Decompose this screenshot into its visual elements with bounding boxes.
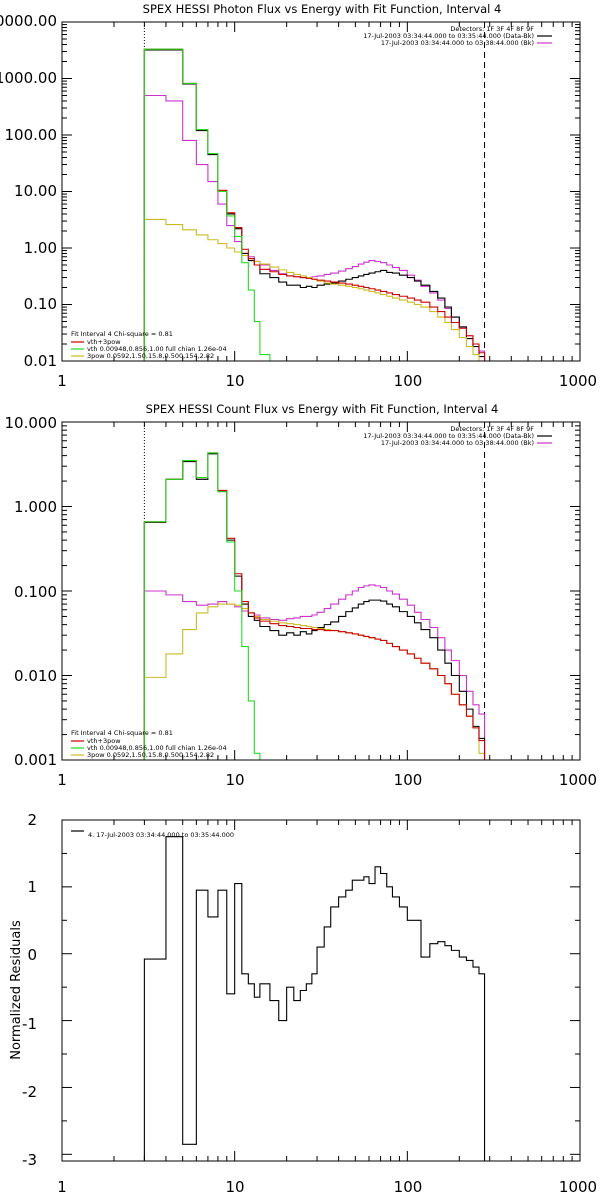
residuals-ytick-label: 0 bbox=[27, 946, 37, 964]
residuals-xtick-label: 1000 bbox=[559, 1178, 597, 1196]
series-residuals bbox=[143, 836, 486, 1161]
count-flux-title: SPEX HESSI Count Flux vs Energy with Fit… bbox=[146, 402, 499, 416]
count-flux-panel: SPEX HESSI Count Flux vs Energy with Fit… bbox=[5, 402, 598, 789]
residuals-ytick-label: 2 bbox=[27, 811, 37, 829]
count-xtick-label: 1000 bbox=[559, 771, 597, 789]
count-legend-label-thermal: vth 0.00948,0.856,1.00 full chian 1.26e-… bbox=[87, 744, 227, 752]
photon-xtick-label: 1 bbox=[57, 372, 67, 390]
count-legend-label-total: vth+3pow bbox=[87, 737, 121, 745]
plot-frame bbox=[61, 819, 581, 1162]
count-fit-text: Fit Interval 4 Chi-square = 0.81 bbox=[71, 729, 173, 737]
photon-data-interval-text: 17-Jul-2003 03:34:44.000 to 03:35:44.000… bbox=[363, 32, 534, 40]
residuals-xtick-label: 100 bbox=[394, 1178, 423, 1196]
photon-legend-label-thermal: vth 0.00948,0.856,1.00 full chian 1.26e-… bbox=[87, 345, 227, 353]
series-thermal-fit bbox=[143, 452, 261, 760]
photon-xtick-label: 1000 bbox=[559, 372, 597, 390]
series-data bbox=[143, 49, 486, 361]
photon-ytick-label: 1.00 bbox=[24, 239, 57, 257]
series-background bbox=[143, 584, 486, 760]
photon-ytick-label: 10.00 bbox=[14, 182, 57, 200]
count-bk-interval-text: 17-Jul-2003 03:34:44.000 to 03:38:44.000… bbox=[381, 439, 534, 447]
residuals-ylabel: Normalized Residuals bbox=[9, 920, 24, 1060]
photon-bk-interval-text: 17-Jul-2003 03:34:44.000 to 03:38:44.000… bbox=[381, 39, 534, 47]
residuals-xtick-label: 10 bbox=[225, 1178, 244, 1196]
photon-legend-label-power: 3pow 0.0592,1.50,15.8,0.500,154,2.82 bbox=[87, 352, 214, 360]
count-ytick-label: 0.100 bbox=[14, 583, 57, 601]
photon-ytick-label: 0.10 bbox=[24, 295, 57, 313]
series-total-fit bbox=[143, 48, 486, 361]
count-ytick-label: 1.000 bbox=[14, 498, 57, 516]
photon-xtick-label: 10 bbox=[225, 372, 244, 390]
plot-frame bbox=[61, 21, 581, 362]
plot-frame bbox=[61, 421, 581, 761]
residuals-plot bbox=[61, 819, 581, 1162]
count-data-interval-text: 17-Jul-2003 03:34:44.000 to 03:35:44.000… bbox=[363, 432, 534, 440]
photon-flux-plot bbox=[61, 21, 581, 362]
residuals-panel: 4. 17-Jul-2003 03:34:44.000 to 03:35:44.… bbox=[9, 811, 597, 1196]
series-power-fit bbox=[143, 218, 480, 361]
photon-ytick-label: 100.00 bbox=[5, 126, 58, 144]
count-legend-label-power: 3pow 0.0592,1.50,15.8,0.500,154,2.82 bbox=[87, 751, 214, 759]
photon-xtick-label: 100 bbox=[394, 372, 423, 390]
count-xtick-label: 100 bbox=[394, 771, 423, 789]
photon-ytick-label: 0.01 bbox=[24, 352, 57, 370]
photon-flux-panel: SPEX HESSI Photon Flux vs Energy with Fi… bbox=[0, 2, 597, 390]
residuals-ytick-label: -3 bbox=[22, 1151, 37, 1169]
residuals-ytick-label: 1 bbox=[27, 878, 37, 896]
count-ytick-label: 0.010 bbox=[14, 667, 57, 685]
residuals-legend-label: 4. 17-Jul-2003 03:34:44.000 to 03:35:44.… bbox=[88, 831, 234, 839]
count-ytick-label: 10.000 bbox=[5, 414, 58, 432]
photon-legend-label-total: vth+3pow bbox=[87, 338, 121, 346]
photon-fit-text: Fit Interval 4 Chi-square = 0.81 bbox=[71, 330, 173, 338]
residuals-xtick-label: 1 bbox=[57, 1178, 67, 1196]
count-detectors-text: Detectors: 1F 3F 4F 8F 9F bbox=[450, 425, 534, 433]
photon-detectors-text: Detectors: 1F 3F 4F 8F 9F bbox=[450, 25, 534, 33]
count-xtick-label: 1 bbox=[57, 771, 67, 789]
residuals-ytick-label: -2 bbox=[22, 1083, 37, 1101]
count-ytick-label: 0.001 bbox=[14, 751, 57, 769]
residuals-ytick-label: -1 bbox=[22, 1015, 37, 1033]
count-flux-plot bbox=[61, 421, 581, 761]
photon-ytick-label: 10000.00 bbox=[0, 12, 57, 30]
series-thermal-fit bbox=[143, 48, 271, 361]
count-xtick-label: 10 bbox=[225, 771, 244, 789]
photon-ytick-label: 1000.00 bbox=[0, 69, 57, 87]
photon-flux-title: SPEX HESSI Photon Flux vs Energy with Fi… bbox=[143, 2, 502, 16]
